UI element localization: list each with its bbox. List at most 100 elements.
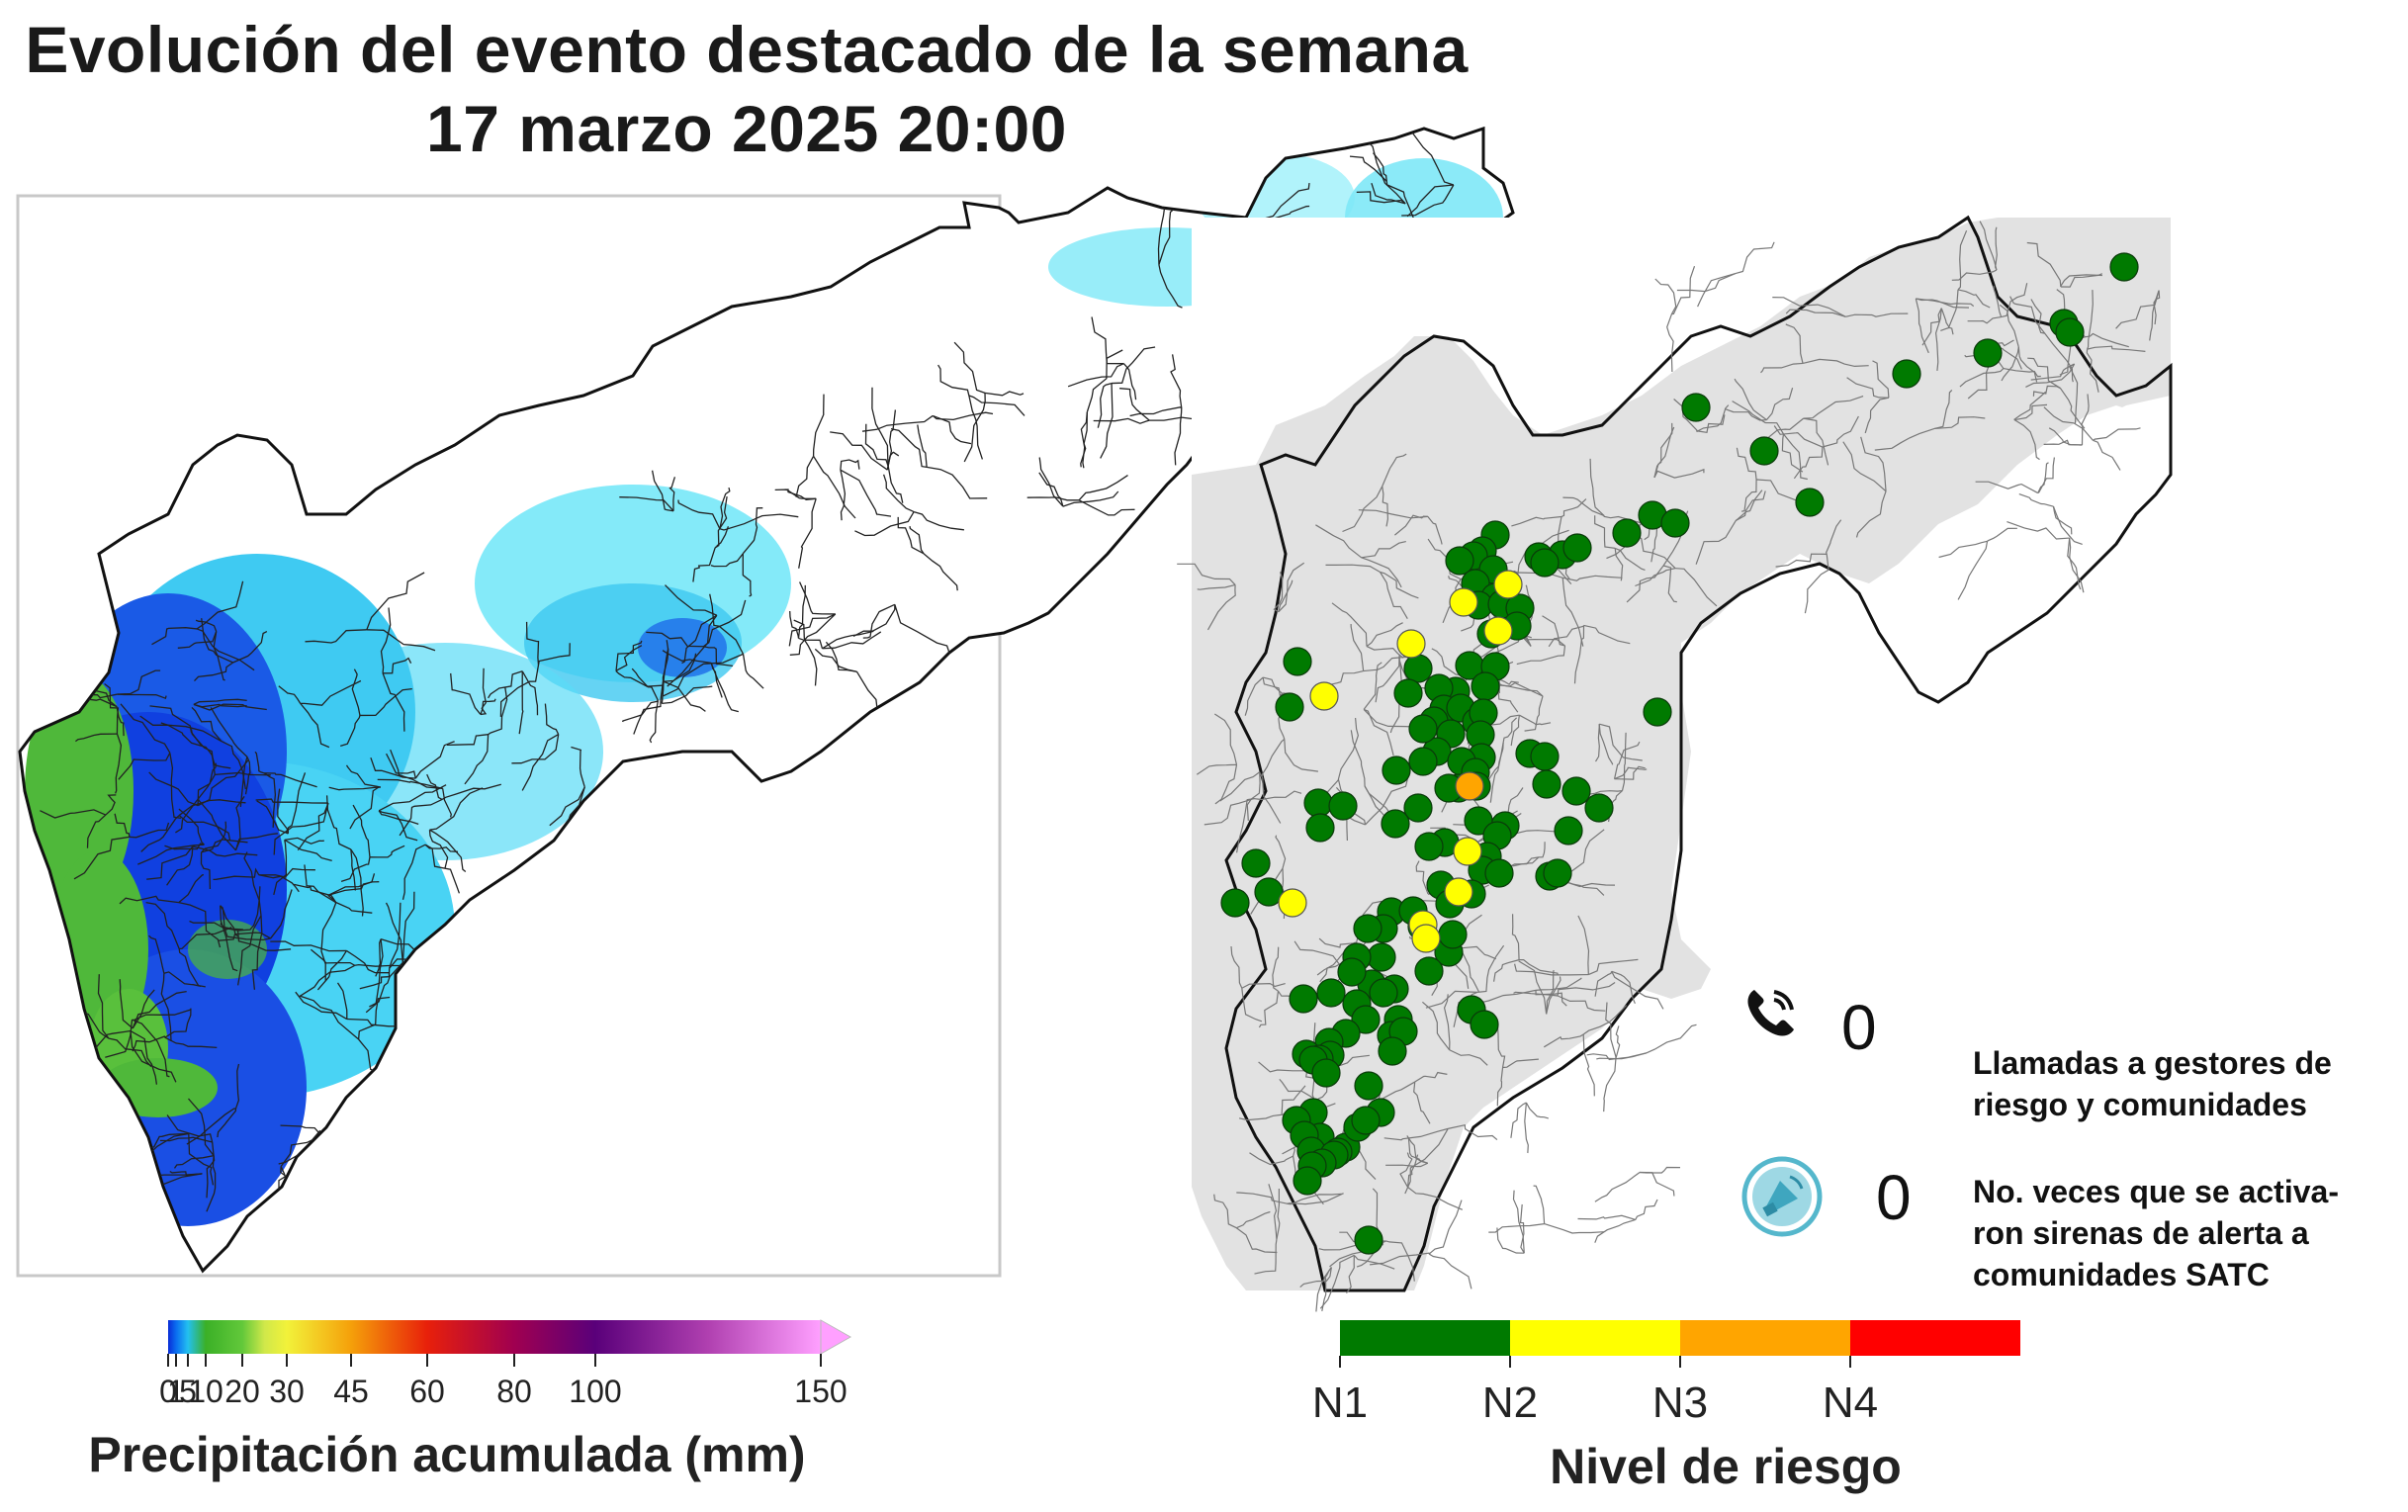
station-n1[interactable] [1369,978,1398,1008]
river-segment [1488,742,1504,780]
station-n1[interactable] [1316,978,1346,1008]
station-n1[interactable] [1354,1071,1383,1101]
river-segment [1671,266,1696,315]
river-segment [132,1009,192,1022]
station-n1[interactable] [1414,956,1444,986]
station-n1[interactable] [1408,747,1438,776]
river-segment [968,395,984,460]
river-segment [1640,1166,1681,1174]
station-n1[interactable] [1470,1010,1499,1039]
station-n1[interactable] [1283,647,1312,676]
station-n2[interactable] [1278,888,1307,918]
river-segment [1346,1255,1355,1293]
station-n1[interactable] [1414,832,1444,861]
river-segment [160,973,172,1041]
station-n1[interactable] [2055,317,2085,347]
station-n1[interactable] [1530,742,1560,771]
river-segment [164,1036,218,1049]
station-n1[interactable] [1337,957,1367,987]
station-n1[interactable] [1393,678,1423,708]
station-n1[interactable] [1403,793,1433,823]
river-segment [256,800,289,835]
station-n1[interactable] [1382,756,1411,785]
river-segment [662,650,712,665]
station-n1[interactable] [1471,671,1500,701]
station-n1[interactable] [1378,1036,1407,1066]
station-n1[interactable] [1530,548,1560,578]
station-n1[interactable] [1351,1005,1381,1034]
river-segment [2067,537,2082,590]
river-segment [799,581,836,615]
station-n1[interactable] [1328,791,1358,821]
station-n3[interactable] [1455,771,1484,801]
station-n1[interactable] [1543,858,1572,888]
station-n1[interactable] [1438,920,1468,949]
station-n1[interactable] [1293,1166,1322,1196]
station-n1[interactable] [1484,858,1514,888]
station-n1[interactable] [1445,546,1474,576]
station-n2[interactable] [1396,629,1426,659]
station-n1[interactable] [2109,252,2139,282]
station-n1[interactable] [1681,393,1711,422]
station-n1[interactable] [1612,518,1642,548]
station-n1[interactable] [1220,888,1250,918]
station-n1[interactable] [1351,1106,1381,1135]
station-n1[interactable] [1403,654,1433,683]
station-n1[interactable] [1353,914,1382,943]
river-segment [1363,708,1394,756]
station-n2[interactable] [1449,587,1478,617]
station-n1[interactable] [1303,788,1333,818]
station-n1[interactable] [1289,984,1318,1014]
river-segment [2032,385,2061,397]
river-segment [488,670,523,699]
station-n2[interactable] [1483,616,1513,646]
station-n2[interactable] [1411,924,1441,953]
station-n1[interactable] [1311,1058,1341,1088]
river-segment [622,699,659,723]
station-n1[interactable] [1749,436,1779,466]
river-segment [1078,499,1135,516]
river-segment [814,648,857,672]
river-segment [1122,363,1137,400]
station-n1[interactable] [1973,338,2003,368]
station-n1[interactable] [1305,813,1335,843]
station-n1[interactable] [1241,848,1271,878]
station-n1[interactable] [1643,697,1672,727]
station-n1[interactable] [1554,816,1583,845]
station-n1[interactable] [1562,533,1592,563]
station-n1[interactable] [1408,714,1438,744]
river-segment [1428,1253,1472,1290]
station-n2[interactable] [1309,681,1339,711]
river-segment [1512,1190,1525,1254]
station-n1[interactable] [1354,1225,1383,1255]
station-n1[interactable] [1795,488,1825,517]
river-segment [1325,564,1381,574]
river-segment [662,685,713,705]
river-segment [1363,662,1382,710]
station-n1[interactable] [1275,692,1304,722]
river-segment [1635,1199,1658,1220]
river-segment [1219,771,1261,802]
station-n1[interactable] [1660,508,1690,538]
station-n1[interactable] [1561,776,1591,806]
river-segment [742,654,764,689]
river-segment [2115,290,2160,329]
station-n1[interactable] [1367,942,1396,972]
river-segment [369,845,405,858]
river-segment [328,786,381,791]
station-n1[interactable] [1381,809,1410,839]
station-n1[interactable] [1584,793,1614,823]
river-segment [114,733,123,794]
river-segment [350,848,357,891]
station-n1[interactable] [1254,877,1284,907]
river-segment [429,829,467,873]
station-n2[interactable] [1453,837,1482,866]
station-n1[interactable] [1532,769,1561,799]
station-n2[interactable] [1444,877,1473,907]
station-n1[interactable] [1892,359,1921,389]
river-segment [197,759,249,807]
river-segment [213,631,225,681]
station-n2[interactable] [1493,570,1523,599]
river-segment [1157,199,1167,265]
river-segment [537,643,571,666]
